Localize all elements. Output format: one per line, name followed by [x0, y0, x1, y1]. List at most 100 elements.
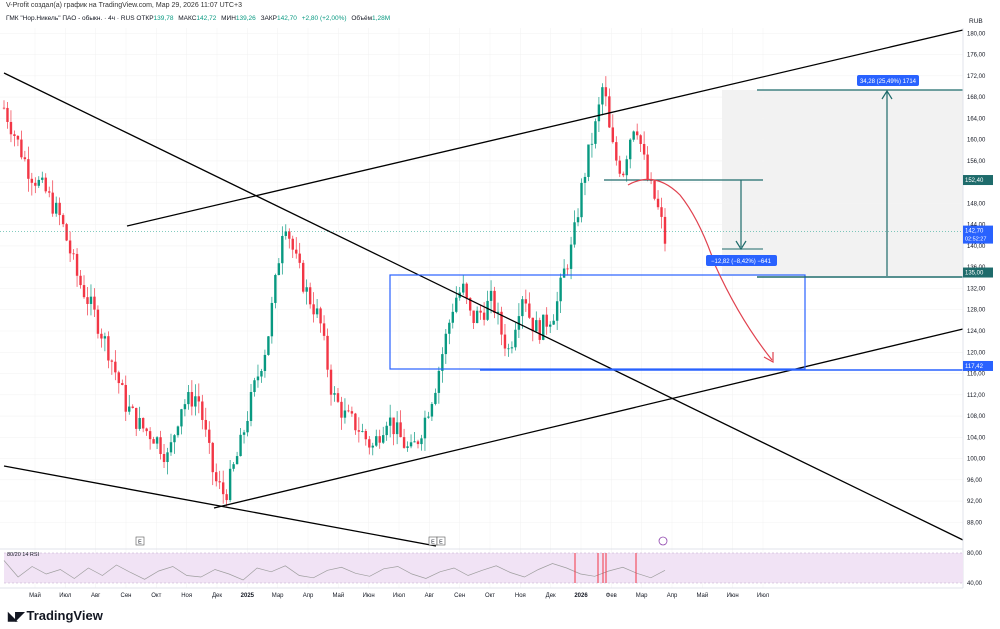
candle-body — [361, 431, 364, 432]
candle-body — [375, 436, 378, 446]
candle-body — [528, 303, 531, 318]
candle-body — [559, 277, 562, 302]
candle-body — [427, 416, 430, 418]
candle-body — [493, 290, 496, 314]
open-value: 139,78 — [153, 15, 174, 22]
candle-body — [336, 393, 340, 402]
last-price-tag-bg — [963, 225, 993, 244]
candle-body — [482, 312, 486, 320]
candle-body — [510, 347, 514, 349]
rsi-pane[interactable]: 80/20 14 RSI 80,00 40,00 — [0, 548, 983, 587]
price-tag-135-bg — [963, 267, 993, 278]
x-tick-label: Июн — [727, 593, 739, 599]
tradingview-logo[interactable]: ◣◤ TradingView — [8, 608, 103, 623]
x-tick-label: Май — [29, 592, 41, 599]
x-tick-label: Апр — [303, 593, 314, 599]
candle-body — [114, 361, 117, 373]
x-tick-label: Июл — [59, 593, 72, 599]
range-box[interactable] — [389, 274, 806, 370]
candle-body — [507, 348, 510, 350]
candle-body — [455, 297, 458, 312]
time-axis[interactable]: Май Июл Авг Сен Окт Ноя Дек 2025 Мар Апр Май Июн Июл… — [0, 587, 963, 599]
price-tag-117-bg — [963, 360, 993, 371]
candle-body — [13, 134, 16, 136]
candle-body — [44, 177, 47, 192]
price-tags: 152,40 135,00 117,42 142,70 02:52:27 — [0, 175, 993, 371]
symbol-legend[interactable]: ГМК "Нор.Никель" ПАО - обыкн. · 4ч · RUS… — [6, 15, 393, 22]
low-label: МИН — [221, 15, 236, 22]
y-tick-label: 140,00 — [967, 244, 986, 250]
measure-zone — [722, 90, 963, 276]
candle-body — [82, 285, 86, 298]
candle-body — [148, 431, 152, 440]
symbol-title[interactable]: ГМК "Нор.Никель" ПАО - обыкн. · 4ч · RUS — [6, 15, 135, 22]
candle-body — [274, 274, 277, 303]
earnings-marker-icon — [436, 536, 446, 546]
candle-body — [242, 432, 246, 435]
candle-body — [253, 380, 256, 392]
x-tick-label: Ноя — [515, 593, 526, 599]
candle-body — [68, 240, 72, 254]
y-tick-label: 100,00 — [967, 457, 986, 463]
candle-body — [270, 302, 274, 337]
x-tick-label: Май — [332, 592, 344, 599]
volume-value: 1,28M — [372, 15, 391, 22]
candle-body — [96, 309, 100, 334]
candle-body — [208, 429, 211, 443]
candle-body — [235, 456, 239, 465]
candle-body — [256, 376, 260, 381]
earnings-marker-label: E — [439, 540, 443, 546]
candle-body — [382, 435, 385, 443]
lower-channel-line[interactable] — [213, 328, 964, 509]
candle-body — [263, 354, 267, 371]
candle-body — [61, 215, 65, 225]
candle-body — [357, 430, 361, 432]
candle-body — [246, 420, 249, 433]
descending-trendline[interactable] — [3, 72, 964, 541]
x-tick-label: Фев — [606, 593, 617, 599]
candle-body — [371, 445, 374, 448]
candle-body — [162, 454, 166, 463]
candle-body — [350, 411, 354, 414]
candle-body — [590, 143, 594, 145]
x-tick-label: Май — [696, 592, 708, 599]
candle-body — [305, 287, 308, 292]
candle-body — [281, 235, 284, 264]
x-tick-label: Авг — [425, 593, 435, 599]
candle-body — [201, 401, 204, 420]
candle-body — [322, 323, 326, 336]
candle-body — [277, 263, 281, 275]
candle-body — [54, 202, 58, 214]
candle-body — [462, 283, 465, 293]
y-tick-label: 156,00 — [967, 159, 986, 165]
candle-body — [535, 320, 538, 332]
upper-channel-line[interactable] — [126, 29, 964, 227]
x-tick-label: Июл — [393, 593, 406, 599]
x-tick-label: 2025 — [241, 593, 255, 599]
earnings-marker-label: E — [138, 540, 142, 546]
candle-body — [2, 107, 6, 109]
candle-body — [468, 297, 472, 311]
candle-body — [131, 406, 134, 408]
x-tick-label: Сен — [454, 593, 465, 599]
candle-body — [173, 435, 176, 443]
close-value: 142,70 — [277, 15, 297, 22]
high-label: МАКС — [178, 15, 197, 22]
candle-body — [204, 419, 207, 430]
candle-body — [239, 434, 242, 457]
forecast-curve-arrow[interactable] — [627, 178, 773, 361]
candle-body — [524, 299, 528, 304]
candle-body — [180, 409, 183, 427]
rsi-tick-label: 80,00 — [967, 551, 983, 557]
measure-down-label: −12,82 (−8,42%) −641 — [711, 259, 772, 265]
price-axis[interactable]: RUB 180,00 176,00 172,00 168,00 164,00 160,00… — [962, 18, 986, 588]
candle-body — [653, 180, 656, 199]
y-tick-label: 116,00 — [967, 372, 986, 378]
lower-support-line[interactable] — [3, 465, 437, 547]
y-tick-label: 120,00 — [967, 350, 986, 356]
candle-body — [141, 417, 145, 429]
open-label: ОТКР — [136, 15, 154, 22]
candle-body — [465, 283, 468, 298]
